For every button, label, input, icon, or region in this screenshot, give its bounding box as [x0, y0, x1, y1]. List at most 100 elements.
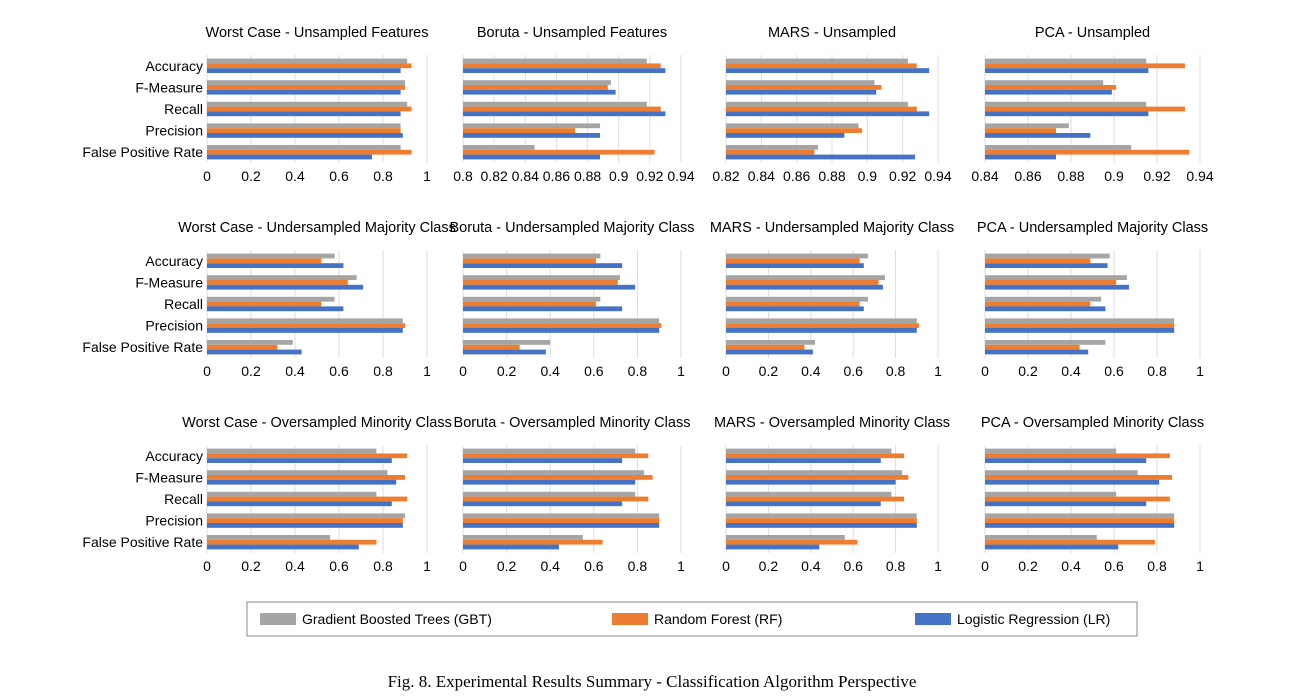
chart-title: Worst Case - Unsampled Features — [206, 25, 429, 41]
category-label: Accuracy — [145, 58, 203, 74]
bar — [985, 491, 1117, 497]
bar — [985, 458, 1147, 463]
bar — [207, 258, 322, 264]
bar — [985, 275, 1127, 280]
bar — [985, 479, 1160, 485]
x-tick-label: 0.4 — [1061, 363, 1081, 379]
bar — [207, 145, 401, 150]
x-tick-label: 0.4 — [801, 558, 821, 574]
bar — [207, 496, 408, 502]
bar — [463, 154, 601, 160]
bar — [207, 340, 293, 345]
bar — [207, 491, 377, 497]
category-label: F-Measure — [135, 274, 203, 290]
bar — [985, 149, 1190, 155]
x-tick-label: 0.4 — [540, 363, 560, 379]
bar — [207, 535, 331, 540]
bar — [207, 280, 348, 285]
bar — [726, 85, 882, 90]
bar — [726, 63, 917, 69]
bar — [207, 544, 359, 550]
x-tick-label: 0.6 — [1104, 363, 1124, 379]
bar — [985, 123, 1069, 129]
bar — [726, 80, 875, 85]
legend-label: Logistic Regression (LR) — [957, 611, 1110, 627]
legend-label: Random Forest (RF) — [654, 611, 782, 627]
x-tick-label: 0.8 — [373, 558, 393, 574]
x-tick-label: 0.2 — [1018, 363, 1038, 379]
bar — [463, 518, 660, 523]
bar — [985, 518, 1175, 523]
chart-title: MARS - Unsampled — [768, 25, 896, 41]
bar — [726, 301, 860, 307]
x-tick-label: 1 — [934, 363, 942, 379]
bar — [207, 539, 377, 545]
bar — [207, 475, 405, 480]
bar — [207, 58, 408, 64]
x-tick-label: 0.84 — [971, 168, 998, 184]
x-tick-label: 0.2 — [241, 168, 261, 184]
bar — [985, 145, 1132, 150]
bar — [463, 323, 662, 328]
bar — [726, 318, 917, 324]
bar — [463, 68, 666, 73]
chart-title: MARS - Undersampled Majority Class — [710, 220, 954, 236]
bar — [985, 111, 1149, 117]
x-tick-label: 0.92 — [636, 168, 663, 184]
bar — [207, 306, 344, 312]
bar — [985, 89, 1112, 95]
bar — [726, 145, 818, 150]
x-tick-label: 0.6 — [584, 558, 604, 574]
x-tick-label: 0.8 — [1147, 558, 1167, 574]
x-tick-label: 0 — [981, 363, 989, 379]
bar — [207, 149, 412, 155]
bar — [985, 453, 1170, 459]
bar — [985, 470, 1138, 475]
bar — [985, 280, 1117, 285]
bar — [726, 89, 877, 95]
bar — [726, 253, 869, 259]
bar — [726, 123, 859, 129]
x-tick-label: 0.8 — [886, 363, 906, 379]
bar — [985, 128, 1056, 133]
bar — [463, 111, 666, 117]
bar — [726, 479, 896, 485]
category-label: False Positive Rate — [82, 339, 203, 355]
bar — [985, 106, 1185, 112]
bar — [985, 523, 1175, 528]
bar — [985, 496, 1170, 502]
bar — [726, 518, 917, 523]
bar — [207, 328, 403, 333]
bar — [985, 349, 1089, 355]
bar — [207, 85, 405, 90]
chart-title: PCA - Unsampled — [1035, 25, 1150, 41]
bar — [207, 128, 401, 133]
legend-box — [246, 601, 1138, 637]
bar — [985, 258, 1091, 264]
bar — [207, 479, 397, 485]
category-label: Precision — [145, 123, 203, 139]
bar — [207, 111, 401, 117]
bar — [463, 275, 620, 280]
bar — [726, 448, 892, 454]
x-tick-label: 0.8 — [373, 363, 393, 379]
bar — [463, 253, 601, 259]
x-tick-label: 0.82 — [481, 168, 508, 184]
bar — [207, 518, 403, 523]
x-tick-label: 0.88 — [574, 168, 601, 184]
x-tick-label: 0.4 — [285, 558, 305, 574]
bar — [726, 101, 908, 107]
chart-panel: PCA - Oversampled Minority Class 0 0.2 0.4 0… — [981, 415, 1204, 574]
bar — [463, 523, 660, 528]
legend-swatch — [915, 613, 951, 625]
bar — [207, 501, 392, 507]
category-label: False Positive Rate — [82, 534, 203, 550]
bar — [985, 340, 1106, 345]
bar — [207, 470, 388, 475]
x-tick-label: 0.6 — [843, 558, 863, 574]
x-tick-label: 0 — [722, 363, 730, 379]
x-tick-label: 0.88 — [818, 168, 845, 184]
x-tick-label: 0.82 — [712, 168, 739, 184]
bar — [985, 85, 1117, 90]
x-tick-label: 0.8 — [886, 558, 906, 574]
